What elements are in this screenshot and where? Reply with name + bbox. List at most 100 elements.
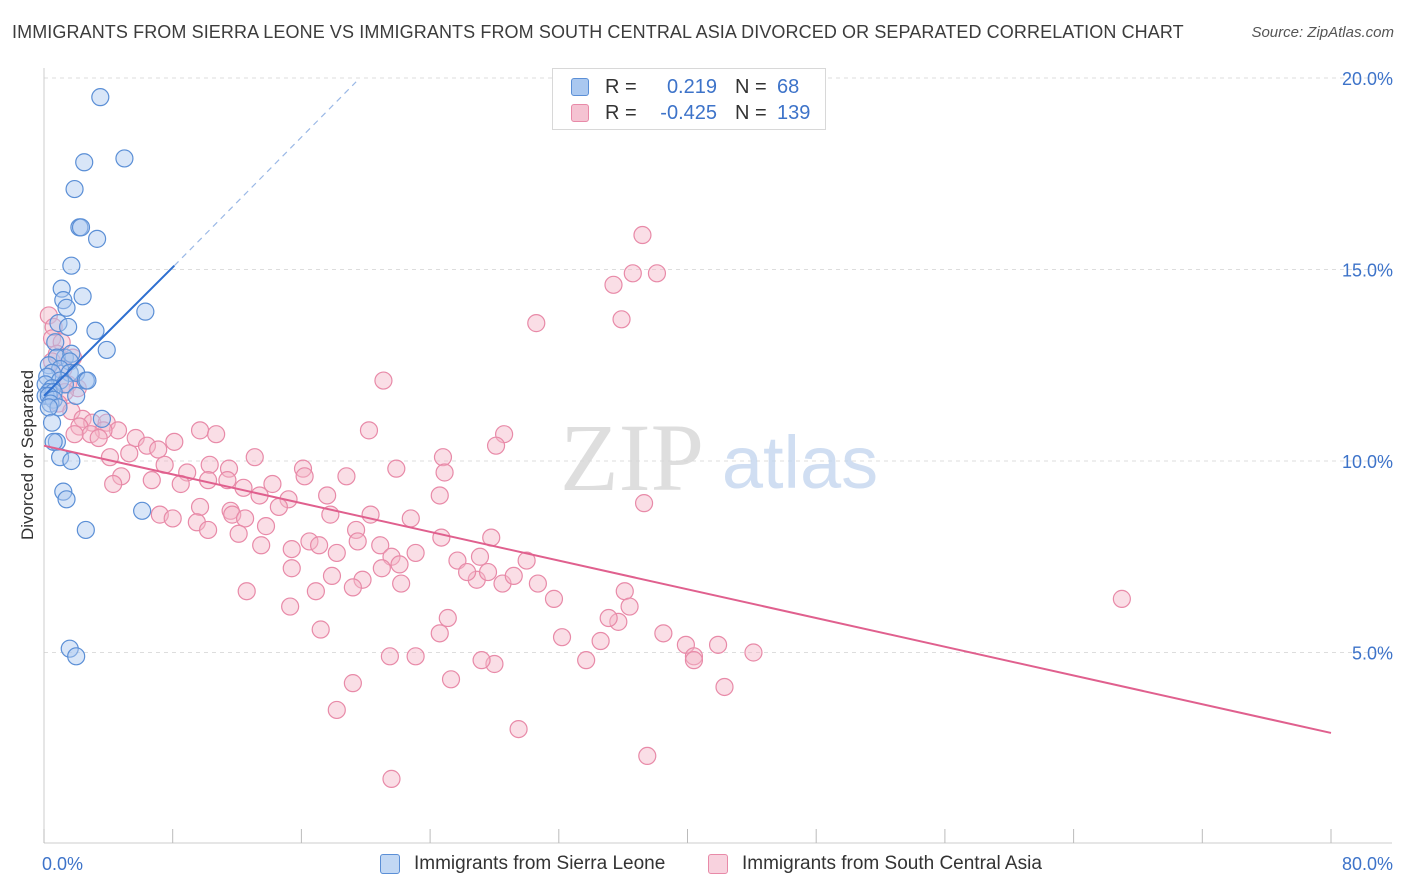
legend-swatch-blue — [571, 78, 589, 96]
point-south-central-asia — [235, 509, 255, 528]
trendline-sierra-leone — [43, 264, 176, 397]
point-south-central-asia — [309, 536, 329, 555]
point-south-central-asia — [406, 543, 425, 563]
point-sierra-leone — [92, 409, 112, 428]
point-south-central-asia — [486, 436, 506, 455]
x-tick-label: 0.0% — [42, 854, 83, 874]
point-south-central-asia — [108, 421, 128, 440]
point-south-central-asia — [281, 597, 300, 616]
point-south-central-asia — [380, 647, 399, 666]
point-south-central-asia — [104, 474, 123, 494]
point-sierra-leone — [60, 363, 79, 383]
point-sierra-leone — [76, 520, 95, 540]
point-south-central-asia — [638, 746, 657, 766]
point-sierra-leone — [71, 218, 91, 237]
correlation-legend: R = 0.219 N = 68 R = -0.425 N = 139 — [552, 68, 826, 130]
series-legend-item-south-central-asia: Immigrants from South Central Asia — [708, 853, 1042, 875]
point-south-central-asia — [458, 562, 477, 582]
point-south-central-asia — [430, 486, 449, 505]
point-south-central-asia — [552, 628, 572, 647]
watermark-atlas: atlas — [722, 421, 878, 504]
point-south-central-asia — [472, 651, 491, 670]
label-layer: 5.0% 10.0% 15.0% 20.0% 0.0% 80.0% — [42, 69, 1393, 874]
point-sierra-leone — [57, 298, 76, 317]
point-south-central-asia — [401, 509, 420, 528]
point-south-central-asia — [142, 471, 161, 490]
point-south-central-asia — [359, 421, 379, 440]
point-sierra-leone — [39, 398, 58, 417]
point-sierra-leone — [91, 88, 110, 107]
watermark: ZIP atlas — [560, 404, 878, 511]
point-south-central-asia — [623, 264, 642, 283]
point-south-central-asia — [346, 520, 366, 540]
point-south-central-asia — [390, 555, 409, 574]
legend-r-label: R = — [605, 75, 637, 98]
point-south-central-asia — [1112, 589, 1131, 608]
point-sierra-leone — [136, 302, 155, 321]
point-south-central-asia — [282, 539, 301, 559]
point-south-central-asia — [509, 719, 528, 739]
point-sierra-leone — [87, 229, 107, 248]
point-south-central-asia — [218, 471, 237, 490]
point-south-central-asia — [591, 631, 610, 651]
point-south-central-asia — [577, 651, 596, 670]
point-south-central-asia — [406, 647, 425, 666]
point-south-central-asia — [200, 455, 219, 474]
point-south-central-asia — [438, 608, 457, 628]
y-tick-label: 20.0% — [1342, 69, 1393, 89]
point-south-central-asia — [604, 275, 623, 294]
point-sierra-leone — [86, 321, 105, 340]
point-south-central-asia — [433, 448, 453, 467]
point-south-central-asia — [263, 474, 282, 494]
point-sierra-leone — [62, 344, 81, 363]
point-south-central-asia — [137, 436, 157, 455]
point-south-central-asia — [612, 310, 631, 329]
points-layer — [36, 88, 1131, 788]
point-south-central-asia — [269, 497, 288, 517]
watermark-zip: ZIP — [560, 404, 704, 511]
trendline-sierra-leone-extension — [173, 81, 357, 267]
point-south-central-asia — [120, 444, 139, 463]
point-south-central-asia — [382, 769, 401, 788]
point-south-central-asia — [89, 428, 108, 448]
grid-layer — [44, 77, 1392, 653]
point-south-central-asia — [300, 532, 319, 551]
point-south-central-asia — [371, 536, 390, 555]
point-sierra-leone — [49, 398, 68, 417]
point-south-central-asia — [306, 582, 325, 601]
legend-n-value: 139 — [777, 101, 811, 124]
point-south-central-asia — [517, 551, 536, 570]
y-tick-label: 15.0% — [1342, 261, 1393, 281]
point-south-central-asia — [65, 425, 84, 444]
point-south-central-asia — [252, 536, 271, 555]
point-south-central-asia — [634, 494, 654, 513]
source-label: Source: ZipAtlas.com — [1251, 24, 1394, 41]
legend-row-sierra-leone: R = 0.219 N = 68 — [571, 75, 799, 99]
point-south-central-asia — [504, 566, 523, 586]
legend-swatch-pink — [571, 104, 589, 122]
point-south-central-asia — [337, 467, 356, 486]
point-sierra-leone — [46, 333, 65, 352]
point-south-central-asia — [544, 589, 564, 608]
point-south-central-asia — [165, 432, 184, 451]
point-south-central-asia — [100, 448, 120, 467]
point-south-central-asia — [348, 532, 367, 551]
series-legend-label: Immigrants from South Central Asia — [742, 853, 1042, 874]
point-south-central-asia — [528, 574, 547, 593]
legend-n-label: N = — [735, 75, 767, 98]
y-tick-label: 5.0% — [1352, 644, 1393, 664]
axis-layer — [43, 68, 1392, 844]
point-sierra-leone — [59, 317, 78, 337]
point-south-central-asia — [293, 459, 313, 478]
point-sierra-leone — [133, 501, 152, 520]
y-axis-label: Divorced or Separated — [18, 369, 37, 541]
point-south-central-asia — [39, 306, 58, 325]
point-south-central-asia — [198, 520, 218, 540]
point-sierra-leone — [73, 287, 92, 306]
point-south-central-asia — [441, 670, 461, 689]
point-south-central-asia — [207, 425, 226, 444]
point-south-central-asia — [715, 677, 734, 697]
point-south-central-asia — [647, 264, 667, 283]
point-sierra-leone — [78, 371, 97, 390]
point-sierra-leone — [52, 279, 71, 298]
